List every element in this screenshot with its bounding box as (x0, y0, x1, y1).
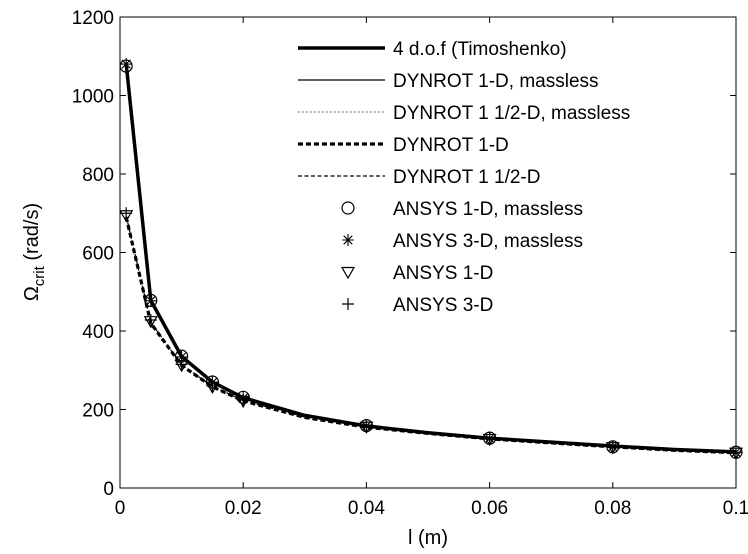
data-point-marker (360, 420, 373, 433)
x-tick-label: 0.1 (723, 498, 748, 519)
x-tick-label: 0.04 (348, 498, 385, 519)
y-axis-label-unit: (rad/s) (21, 203, 43, 266)
legend-entry: DYNROT 1 1/2-D (298, 167, 540, 188)
x-axis-label: l (m) (408, 527, 448, 549)
legend: 4 d.o.f (Timoshenko) DYNROT 1-D, massless… (298, 39, 630, 316)
data-point-marker (206, 379, 219, 392)
y-axis-label-subscript: crit (31, 265, 48, 286)
series-dashed-thick (124, 216, 737, 455)
legend-entry: DYNROT 1-D, massless (298, 71, 599, 92)
x-tick-label: 0.08 (594, 498, 631, 519)
data-point-marker (606, 441, 619, 454)
y-tick-label: 1200 (72, 8, 114, 29)
plot-frame (119, 16, 737, 489)
series-line (124, 216, 737, 455)
data-point-marker (144, 314, 157, 327)
data-point-marker (237, 394, 250, 407)
legend-entry: ANSYS 3-D, massless (342, 231, 583, 252)
legend-marker-sample (340, 266, 356, 280)
tick-layer: 0 0.02 0.04 0.06 0.08 0.1 0 200 400 600 800 1000 120… (72, 8, 748, 519)
data-point-marker (483, 432, 496, 445)
legend-label: DYNROT 1 1/2-D (393, 167, 540, 188)
y-tick-label: 800 (82, 165, 114, 186)
x-tick-label: 0.06 (471, 498, 508, 519)
x-tick-label: 0 (115, 498, 126, 519)
x-tick-label: 0.02 (225, 498, 262, 519)
data-point-marker (120, 58, 133, 71)
legend-label: ANSYS 1-D, massless (393, 199, 583, 220)
legend-entry: 4 d.o.f (Timoshenko) (298, 39, 567, 60)
data-point-marker (120, 207, 133, 220)
legend-label: ANSYS 3-D, massless (393, 231, 583, 252)
legend-entry: ANSYS 1-D (340, 263, 493, 284)
legend-entry: ANSYS 3-D (342, 295, 493, 316)
series-plus (120, 207, 742, 459)
y-axis-label: Ωcrit (rad/s) (21, 203, 48, 301)
legend-label: DYNROT 1-D, massless (393, 71, 599, 92)
legend-label: ANSYS 1-D (393, 263, 493, 284)
legend-entry: ANSYS 1-D, massless (341, 199, 583, 220)
legend-entry: DYNROT 1 1/2-D, massless (298, 103, 630, 124)
legend-label: 4 d.o.f (Timoshenko) (393, 39, 567, 60)
data-point-marker (175, 358, 188, 371)
y-tick-label: 600 (82, 244, 114, 265)
y-tick-label: 400 (82, 322, 114, 343)
data-point-marker (144, 294, 157, 307)
data-point-marker (175, 350, 188, 363)
legend-label: DYNROT 1-D (393, 135, 509, 156)
y-tick-label: 200 (82, 401, 114, 422)
legend-marker-sample (342, 298, 354, 310)
legend-marker-sample (342, 234, 354, 246)
legend-entry: DYNROT 1-D (298, 135, 509, 156)
y-tick-label: 0 (103, 479, 114, 500)
legend-label: DYNROT 1 1/2-D, massless (393, 103, 630, 124)
series-layer (119, 58, 744, 460)
y-tick-label: 1000 (72, 87, 114, 108)
legend-label: ANSYS 3-D (393, 295, 493, 316)
y-axis-label-symbol: Ω (21, 286, 43, 301)
legend-marker-sample (341, 201, 355, 215)
